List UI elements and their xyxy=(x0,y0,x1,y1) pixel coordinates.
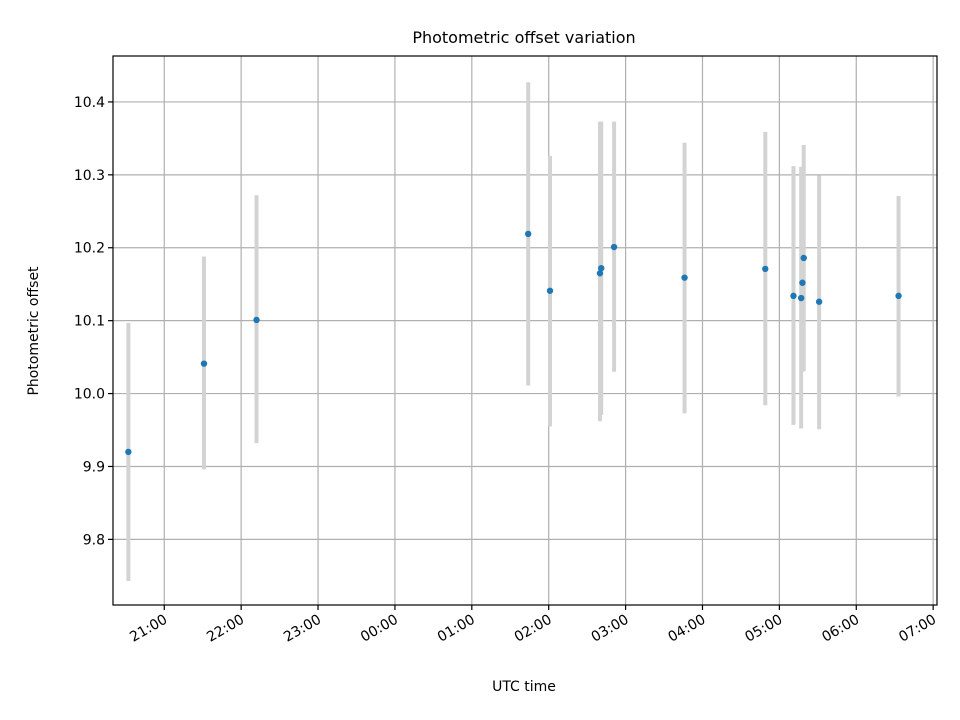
x-tick-label: 01:00 xyxy=(435,612,478,646)
y-axis-label: Photometric offset xyxy=(26,266,42,396)
data-point xyxy=(762,265,769,273)
y-tick-label: 9.8 xyxy=(83,532,105,548)
data-point xyxy=(200,360,208,367)
y-tick-label: 10.4 xyxy=(74,95,105,111)
data-point xyxy=(799,279,806,286)
data-points xyxy=(125,230,902,456)
x-tick-label: 05:00 xyxy=(742,612,785,646)
x-tick-label: 22:00 xyxy=(204,612,247,646)
data-point xyxy=(790,292,797,300)
x-tick-label: 07:00 xyxy=(896,612,939,646)
data-point xyxy=(596,270,604,277)
data-point xyxy=(253,316,260,324)
grid-layer xyxy=(113,56,937,605)
data-point xyxy=(546,287,554,294)
x-tick-label: 21:00 xyxy=(127,612,170,646)
data-point xyxy=(797,294,805,302)
x-tick-label: 04:00 xyxy=(666,612,709,646)
data-point xyxy=(815,298,823,305)
x-tick-label: 06:00 xyxy=(819,612,862,646)
x-tick-label: 23:00 xyxy=(281,612,324,646)
data-point xyxy=(895,292,902,300)
x-tick-label: 03:00 xyxy=(589,612,632,646)
data-point xyxy=(610,243,618,251)
data-point xyxy=(125,448,132,456)
y-tick-label: 9.9 xyxy=(83,459,105,475)
x-tick-label: 02:00 xyxy=(512,612,555,646)
data-point xyxy=(598,264,605,272)
data-point xyxy=(800,254,807,262)
x-axis-label: UTC time xyxy=(492,679,556,695)
data-point xyxy=(525,230,532,238)
plot-frame xyxy=(112,55,938,606)
y-tick-label: 10.2 xyxy=(74,241,105,257)
y-tick-label: 10.3 xyxy=(74,168,105,184)
y-tick-label: 10.0 xyxy=(74,387,105,403)
y-tick-label: 10.1 xyxy=(74,314,105,330)
error-bars xyxy=(126,82,901,581)
x-tick-label: 00:00 xyxy=(358,612,401,646)
chart-title: Photometric offset variation xyxy=(412,28,635,47)
data-point xyxy=(681,274,688,281)
